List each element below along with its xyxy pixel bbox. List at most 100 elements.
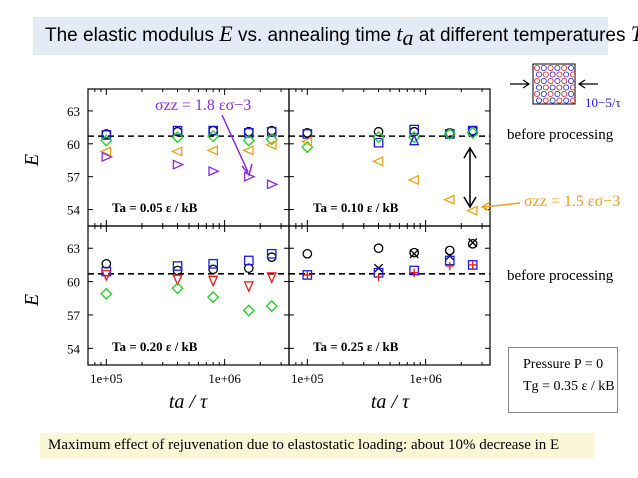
- panel-label: Ta = 0.10 ε / kB: [313, 200, 399, 215]
- panel-label: Ta = 0.20 ε / kB: [112, 339, 198, 354]
- inset-particle: [569, 84, 577, 91]
- title-vs: vs. annealing time: [237, 24, 392, 46]
- x-axis-label-right: ta / τ: [371, 391, 410, 413]
- data-point-plus: [445, 261, 454, 271]
- sigma-annotation-right: σzz = 1.5 εσ−3: [524, 193, 621, 210]
- data-point-square: [302, 129, 313, 139]
- y-tick-label: 54: [67, 203, 81, 218]
- compress-arrow-left: [510, 79, 531, 89]
- data-point-diamond: [408, 131, 421, 144]
- data-point-square: [208, 258, 219, 269]
- y-tick-label: 60: [67, 275, 80, 290]
- inset-particle: [561, 77, 568, 85]
- data-point-square: [101, 130, 112, 140]
- data-point-triangle: [243, 281, 254, 293]
- panel-label: Ta = 0.25 ε / kB: [313, 339, 399, 354]
- panel-3: 54 57 60 63 1e+05 1e+06 Ta = 0.20 ε / kB: [67, 225, 290, 386]
- tg-line: Tg = 0.35 ε / kB: [523, 379, 615, 394]
- inset-particle: [535, 84, 543, 91]
- data-point-circle: [409, 247, 420, 258]
- inset-particle: [567, 90, 575, 98]
- x-axis-label-left: ta / τ: [169, 391, 208, 413]
- data-point-plus: [374, 272, 383, 282]
- inset-particle: [554, 77, 561, 85]
- inset-sample-icon: [510, 63, 598, 105]
- data-point-diamond: [443, 127, 456, 141]
- inset-particle: [556, 71, 563, 78]
- data-point-triangle: [241, 145, 254, 156]
- data-point-square: [444, 129, 455, 139]
- inset-particle: [533, 90, 541, 98]
- inset-particle: [542, 71, 549, 78]
- data-point-circle: [266, 252, 277, 262]
- inset-particle: [554, 64, 561, 72]
- x-tick-label: 1e+05: [291, 371, 324, 386]
- data-point-diamond: [207, 130, 220, 143]
- y-tick-label: 54: [67, 341, 81, 356]
- data-point-diamond: [265, 299, 278, 313]
- title-bar: The elastic modulus E vs. annealing time…: [33, 17, 638, 55]
- data-point-diamond: [100, 287, 113, 300]
- title-prefix: The elastic modulus: [45, 24, 214, 46]
- data-point-square: [208, 125, 219, 136]
- inset-particle: [556, 97, 563, 104]
- y-tick-label: 57: [67, 308, 81, 323]
- data-point-triangle: [371, 156, 384, 167]
- purple-arrow: [221, 114, 253, 177]
- y-tick-label: 57: [67, 170, 81, 185]
- before-processing-top: before processing: [507, 127, 614, 143]
- data-point-diamond: [207, 291, 220, 304]
- data-point-triangle: [442, 194, 455, 205]
- inset-frame: [532, 63, 576, 105]
- data-point-circle: [444, 245, 455, 256]
- title-E: E: [219, 20, 233, 46]
- before-processing-bottom: before processing: [507, 268, 614, 284]
- inset-particle: [549, 97, 556, 104]
- inset-particle: [535, 97, 543, 104]
- inset-particle: [533, 64, 541, 72]
- data-point-plus: [409, 268, 419, 277]
- inset-particle: [563, 84, 570, 91]
- y-axis-label-top: E: [21, 154, 43, 167]
- inset-particle: [547, 77, 554, 85]
- data-point-triangle: [101, 151, 114, 163]
- x-tick-label: 1e+06: [208, 371, 241, 386]
- x-tick-label: 1e+05: [90, 371, 123, 386]
- inset-particle: [567, 77, 575, 85]
- y-axis-label-bottom: E: [21, 294, 43, 307]
- data-point-square: [172, 261, 183, 271]
- inset-particle: [542, 84, 549, 91]
- inset-particle: [549, 84, 556, 91]
- compress-arrow-right: [577, 79, 598, 89]
- inset-particle: [569, 71, 577, 78]
- data-point-plus: [468, 260, 477, 270]
- footer-note: Maximum effect of rejuvenation due to el…: [40, 433, 594, 458]
- double-arrow: [463, 146, 477, 209]
- data-point-triangle: [99, 146, 112, 157]
- inset-particle: [540, 90, 547, 98]
- sigma-annotation-left: σzz = 1.8 εσ−3: [155, 97, 252, 114]
- data-point-triangle: [300, 136, 313, 147]
- inset-particle: [561, 64, 568, 72]
- data-point-triangle: [206, 145, 219, 156]
- inset-particle: [535, 71, 543, 78]
- data-point-triangle: [101, 270, 112, 282]
- data-point-plus: [303, 270, 312, 280]
- y-tick-label: 63: [67, 241, 80, 256]
- data-point-triangle: [172, 159, 185, 170]
- inset-particle: [567, 64, 575, 72]
- inset-particle: [547, 64, 554, 72]
- orange-arrow: [480, 201, 521, 212]
- inset-particle: [556, 84, 563, 91]
- rate-label: 10−5/τ: [585, 95, 621, 110]
- inset-particle: [569, 97, 577, 104]
- title-ta: t: [396, 20, 403, 46]
- data-point-x: [409, 249, 419, 259]
- y-tick-label: 63: [67, 104, 80, 119]
- inset-particle: [542, 97, 549, 104]
- inset-particle: [540, 77, 547, 85]
- title-ta-sub: a: [402, 25, 414, 51]
- inset-particle: [549, 71, 556, 78]
- x-tick-label: 1e+06: [409, 371, 442, 386]
- data-point-triangle: [172, 274, 183, 287]
